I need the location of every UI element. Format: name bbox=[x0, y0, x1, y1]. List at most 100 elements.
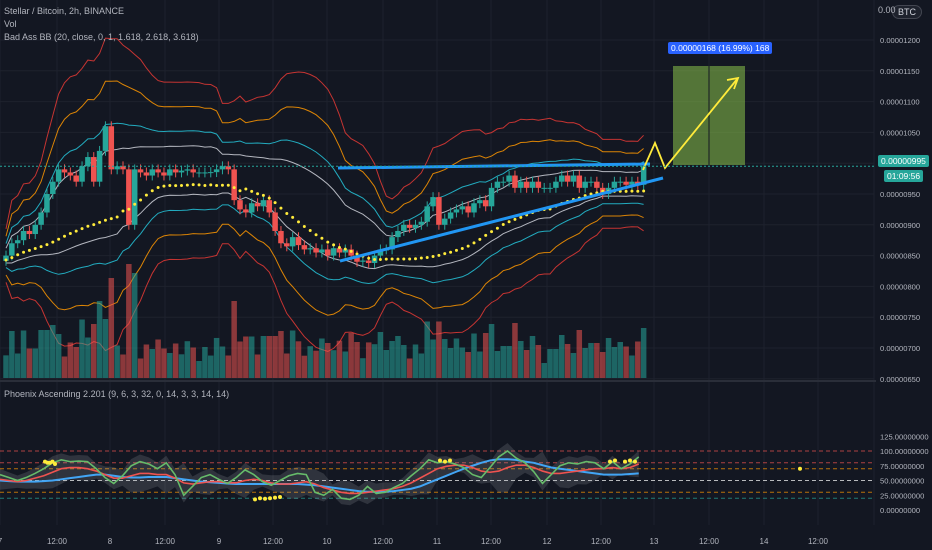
trend-dot bbox=[367, 256, 371, 260]
trend-dot bbox=[215, 183, 219, 187]
trend-dot bbox=[472, 241, 476, 245]
price-tick: 0.00000850 bbox=[880, 252, 920, 261]
candle bbox=[26, 230, 33, 235]
volume-bar bbox=[640, 328, 647, 378]
volume-bar bbox=[190, 347, 196, 378]
volume-bar bbox=[529, 336, 536, 378]
volume-bar bbox=[395, 336, 401, 378]
volume-bar bbox=[254, 354, 261, 378]
candle bbox=[61, 169, 68, 173]
time-tick: 12:00 bbox=[808, 537, 829, 546]
candle bbox=[14, 240, 21, 244]
candle bbox=[120, 166, 126, 170]
trend-dot bbox=[343, 247, 347, 251]
trend-dot bbox=[355, 252, 359, 256]
volume-bar bbox=[73, 347, 79, 378]
trend-dot bbox=[39, 245, 43, 249]
volume-bar bbox=[44, 330, 50, 378]
price-tick: 0.00001050 bbox=[880, 128, 920, 137]
candle bbox=[9, 243, 15, 256]
price-tick: 0.00000750 bbox=[880, 313, 920, 322]
trend-dot bbox=[378, 257, 382, 261]
candle bbox=[541, 187, 547, 189]
trend-dot bbox=[121, 209, 125, 213]
band-line bbox=[5, 80, 644, 237]
volume-bar bbox=[38, 330, 44, 378]
trend-dot bbox=[431, 254, 435, 258]
candle bbox=[172, 169, 179, 173]
volume-bar bbox=[3, 355, 9, 378]
volume-bar bbox=[459, 347, 466, 378]
candle bbox=[424, 206, 430, 222]
volume-bar bbox=[330, 350, 337, 378]
volume-bar bbox=[541, 363, 547, 378]
volume-bar bbox=[260, 336, 267, 378]
oscillator-label[interactable]: Phoenix Ascending 2.201 (9, 6, 3, 32, 0,… bbox=[4, 389, 230, 399]
volume-bar bbox=[96, 301, 103, 378]
candle bbox=[360, 260, 366, 262]
volume-bar bbox=[272, 336, 278, 378]
volume-bar bbox=[319, 338, 325, 378]
trend-dot bbox=[297, 220, 300, 224]
time-tick: 12 bbox=[543, 537, 552, 546]
trend-dot bbox=[27, 248, 31, 252]
candle bbox=[547, 187, 553, 189]
volume-bar bbox=[114, 345, 120, 378]
volume-bar bbox=[594, 343, 600, 378]
time-tick: 9 bbox=[217, 537, 222, 546]
trend-dot bbox=[443, 252, 447, 256]
symbol-title: Stellar / Bitcoin, 2h, BINANCE bbox=[4, 6, 125, 16]
volume-bar bbox=[108, 278, 115, 378]
candle bbox=[535, 181, 542, 188]
candle bbox=[196, 172, 202, 174]
arrow-head bbox=[726, 76, 740, 90]
volume-bar bbox=[506, 346, 512, 378]
volume-bar bbox=[143, 344, 150, 378]
candle bbox=[3, 255, 9, 261]
candle bbox=[512, 175, 518, 188]
volume-bar bbox=[617, 342, 623, 378]
candle bbox=[529, 181, 536, 188]
candle bbox=[237, 200, 243, 210]
volume-bar bbox=[570, 353, 577, 378]
trend-dot bbox=[279, 206, 283, 210]
volume-bar bbox=[32, 348, 38, 378]
candle bbox=[389, 237, 395, 250]
price-tick: 0.00001100 bbox=[880, 98, 920, 107]
volume-bar bbox=[243, 336, 249, 378]
candle bbox=[137, 169, 144, 173]
trend-dot bbox=[449, 250, 453, 254]
volume-bar bbox=[85, 337, 91, 378]
candle bbox=[284, 243, 290, 247]
price-axis-bg bbox=[876, 0, 932, 550]
trend-dot bbox=[150, 189, 154, 193]
candle bbox=[248, 203, 255, 213]
candle bbox=[325, 249, 331, 256]
volume-bar bbox=[635, 341, 641, 378]
volume-bar bbox=[383, 350, 389, 378]
currency-badge[interactable]: BTC bbox=[892, 5, 922, 19]
trend-dot bbox=[314, 233, 318, 237]
candle bbox=[377, 249, 384, 256]
trend-dot bbox=[139, 198, 143, 202]
volume-bar bbox=[389, 341, 395, 378]
volume-bar bbox=[325, 343, 331, 378]
candle bbox=[582, 181, 588, 188]
trend-dot bbox=[326, 240, 330, 244]
band-line bbox=[6, 192, 644, 270]
drawings bbox=[0, 66, 874, 263]
candle bbox=[342, 249, 349, 253]
candle bbox=[453, 209, 460, 213]
candle bbox=[143, 172, 150, 176]
volume-bar bbox=[477, 351, 483, 378]
candle bbox=[623, 181, 629, 185]
bb-indicator-label[interactable]: Bad Ass BB (20, close, 0, 1, 1.618, 2.61… bbox=[4, 32, 199, 42]
candle bbox=[278, 230, 284, 244]
band-line bbox=[5, 37, 644, 229]
time-tick: 12:00 bbox=[47, 537, 68, 546]
candle bbox=[85, 157, 91, 167]
volume-bar bbox=[278, 331, 284, 378]
candle bbox=[506, 175, 512, 182]
trend-dot bbox=[437, 253, 441, 257]
